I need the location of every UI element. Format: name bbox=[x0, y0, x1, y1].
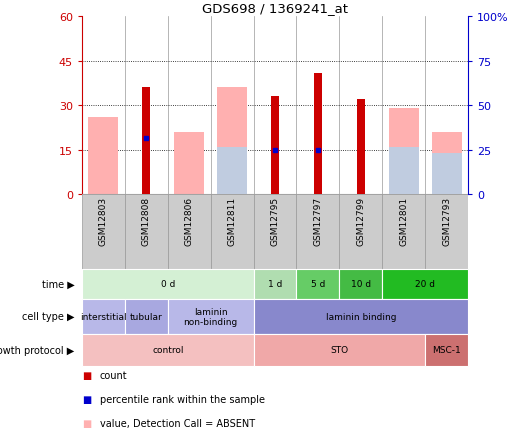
Text: MSC-1: MSC-1 bbox=[431, 346, 460, 355]
Bar bbox=[314, 73, 321, 194]
Bar bbox=[217, 88, 247, 194]
Text: GSM12806: GSM12806 bbox=[184, 197, 193, 246]
Bar bbox=[125, 299, 167, 334]
Bar bbox=[253, 334, 425, 366]
Bar bbox=[388, 147, 418, 194]
Bar bbox=[88, 118, 118, 194]
Title: GDS698 / 1369241_at: GDS698 / 1369241_at bbox=[202, 2, 347, 15]
Text: laminin binding: laminin binding bbox=[325, 312, 395, 321]
Bar bbox=[167, 194, 210, 270]
Text: cell type ▶: cell type ▶ bbox=[22, 312, 74, 322]
Text: 1 d: 1 d bbox=[267, 280, 281, 289]
Bar bbox=[142, 88, 150, 194]
Text: GSM12811: GSM12811 bbox=[227, 197, 236, 246]
Bar bbox=[217, 147, 247, 194]
Bar bbox=[82, 194, 125, 270]
Text: GSM12801: GSM12801 bbox=[399, 197, 407, 246]
Bar bbox=[388, 109, 418, 194]
Text: tubular: tubular bbox=[130, 312, 162, 321]
Bar bbox=[431, 153, 461, 194]
Bar bbox=[82, 299, 125, 334]
Text: value, Detection Call = ABSENT: value, Detection Call = ABSENT bbox=[100, 418, 254, 427]
Text: 20 d: 20 d bbox=[414, 280, 434, 289]
Bar bbox=[174, 132, 204, 194]
Text: ■: ■ bbox=[82, 394, 91, 404]
Text: GSM12795: GSM12795 bbox=[270, 197, 279, 246]
Bar bbox=[253, 299, 467, 334]
Text: count: count bbox=[100, 370, 127, 380]
Text: 0 d: 0 d bbox=[160, 280, 175, 289]
Text: 10 d: 10 d bbox=[350, 280, 370, 289]
Text: GSM12803: GSM12803 bbox=[99, 197, 108, 246]
Text: ■: ■ bbox=[82, 370, 91, 380]
Bar bbox=[82, 334, 253, 366]
Text: time ▶: time ▶ bbox=[41, 279, 74, 289]
Bar bbox=[210, 194, 253, 270]
Text: GSM12793: GSM12793 bbox=[441, 197, 450, 246]
Bar bbox=[296, 270, 338, 299]
Bar bbox=[381, 270, 467, 299]
Bar bbox=[125, 194, 167, 270]
Bar bbox=[338, 270, 381, 299]
Text: interstitial: interstitial bbox=[80, 312, 127, 321]
Bar bbox=[253, 194, 296, 270]
Bar bbox=[82, 270, 253, 299]
Text: laminin
non-binding: laminin non-binding bbox=[183, 307, 237, 326]
Bar bbox=[425, 334, 467, 366]
Bar bbox=[431, 132, 461, 194]
Bar bbox=[271, 97, 278, 194]
Text: control: control bbox=[152, 346, 183, 355]
Text: 5 d: 5 d bbox=[310, 280, 324, 289]
Bar bbox=[338, 194, 381, 270]
Bar bbox=[167, 299, 253, 334]
Text: GSM12799: GSM12799 bbox=[356, 197, 364, 246]
Text: GSM12808: GSM12808 bbox=[142, 197, 151, 246]
Bar bbox=[425, 194, 467, 270]
Text: STO: STO bbox=[330, 346, 348, 355]
Bar bbox=[356, 100, 364, 194]
Bar bbox=[381, 194, 425, 270]
Text: ■: ■ bbox=[82, 418, 91, 427]
Bar bbox=[296, 194, 338, 270]
Text: growth protocol ▶: growth protocol ▶ bbox=[0, 345, 74, 355]
Text: percentile rank within the sample: percentile rank within the sample bbox=[100, 394, 264, 404]
Text: GSM12797: GSM12797 bbox=[313, 197, 322, 246]
Bar bbox=[253, 270, 296, 299]
